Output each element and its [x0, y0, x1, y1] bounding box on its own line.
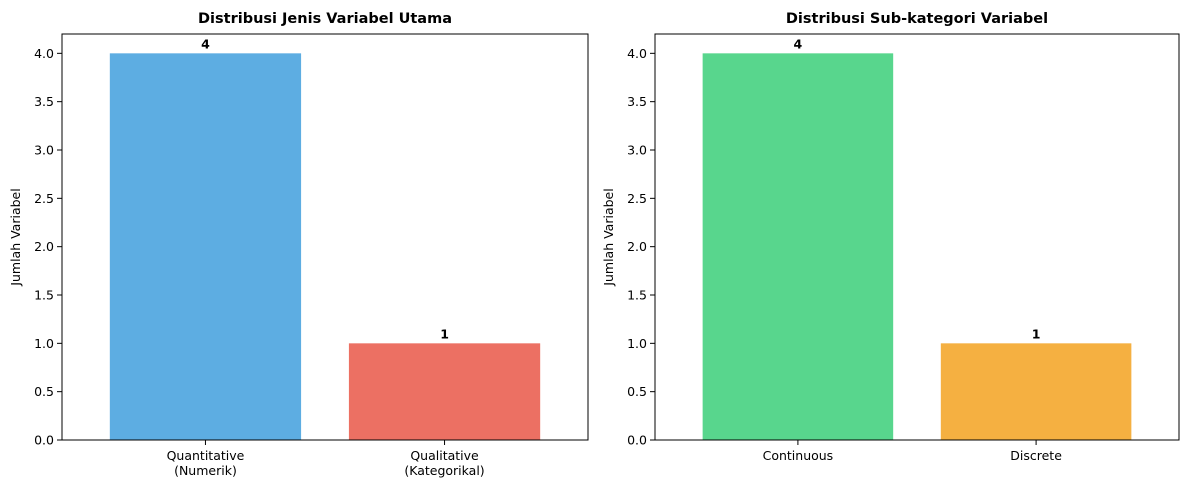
bar-value-label-2: 1 [440, 326, 449, 341]
x-tick-label-2: Qualitative (Kategorikal) [404, 448, 484, 478]
bar-2 [940, 343, 1132, 440]
y-tick-label-7: 3.0 [34, 143, 54, 158]
y-axis-label: Jumlah Variabel [601, 188, 616, 286]
y-tick-label-9: 4.0 [627, 46, 647, 61]
bar-1 [109, 53, 302, 440]
bar-1 [702, 53, 894, 440]
chart-panel-2: 4 Continuous 1 Discrete 0.0 0.5 1.0 1.5 2.0 2.5 3.… [601, 11, 1180, 463]
y-tick-label-6: 2.5 [627, 191, 647, 206]
chart-panel-1: 4 Quantitative (Numerik) 1 Qualitative (Kateg… [8, 11, 589, 478]
bar-value-label-1: 4 [201, 36, 210, 51]
y-tick-label-2: 0.5 [627, 384, 647, 399]
y-tick-label-4: 1.5 [34, 288, 54, 303]
chart-title: Distribusi Sub-kategori Variabel [786, 11, 1048, 27]
y-tick-label-4: 1.5 [627, 288, 647, 303]
plot-frame [654, 33, 1180, 441]
y-tick-label-5: 2.0 [34, 239, 54, 254]
y-tick-label-3: 1.0 [627, 336, 647, 351]
y-tick-label-9: 4.0 [34, 46, 54, 61]
bar-value-label-1: 4 [794, 36, 803, 51]
y-tick-label-7: 3.0 [627, 143, 647, 158]
y-tick-label-1: 0.0 [627, 433, 647, 448]
y-tick-label-5: 2.0 [627, 239, 647, 254]
y-axis-label: Jumlah Variabel [8, 188, 23, 286]
y-tick-label-3: 1.0 [34, 336, 54, 351]
y-tick-label-1: 0.0 [34, 433, 54, 448]
y-tick-label-2: 0.5 [34, 384, 54, 399]
y-tick-label-6: 2.5 [34, 191, 54, 206]
x-tick-label-1: Continuous [763, 448, 834, 463]
y-tick-label-8: 3.5 [627, 94, 647, 109]
plot-frame [61, 33, 589, 441]
bar-value-label-2: 1 [1032, 326, 1041, 341]
y-tick-label-8: 3.5 [34, 94, 54, 109]
bar-2 [348, 343, 541, 440]
chart-title: Distribusi Jenis Variabel Utama [198, 11, 452, 27]
x-tick-label-2: Discrete [1010, 448, 1062, 463]
x-tick-label-1: Quantitative (Numerik) [167, 448, 245, 478]
